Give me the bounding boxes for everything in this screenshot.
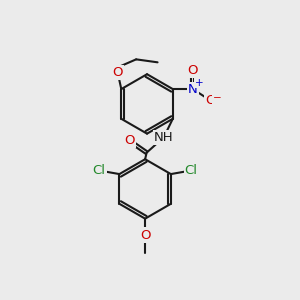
Text: +: + xyxy=(195,77,204,88)
Text: O: O xyxy=(124,134,135,147)
Text: N: N xyxy=(188,82,198,96)
Text: O: O xyxy=(112,66,123,79)
Text: O: O xyxy=(188,64,198,77)
Text: Cl: Cl xyxy=(184,164,198,177)
Text: −: − xyxy=(213,93,222,103)
Text: O: O xyxy=(140,229,150,242)
Text: Cl: Cl xyxy=(93,164,106,177)
Text: O: O xyxy=(205,94,215,107)
Text: NH: NH xyxy=(154,131,174,144)
